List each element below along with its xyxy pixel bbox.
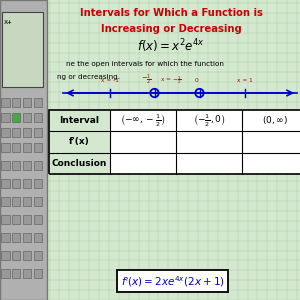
- Bar: [34, 251, 42, 260]
- Bar: [22, 128, 31, 136]
- Text: x = -1: x = -1: [100, 78, 118, 82]
- Bar: [242, 153, 300, 174]
- Bar: [22, 269, 31, 278]
- Text: ng or decreasing.: ng or decreasing.: [57, 74, 120, 80]
- Bar: [12, 143, 20, 152]
- Bar: [22, 215, 31, 223]
- Bar: [2, 215, 10, 223]
- Text: $\left(-\frac{1}{2}, 0\right)$: $\left(-\frac{1}{2}, 0\right)$: [193, 112, 225, 129]
- Text: f'(x): f'(x): [69, 137, 90, 146]
- Bar: [2, 143, 10, 152]
- Bar: [12, 251, 20, 260]
- Bar: [12, 215, 20, 223]
- Bar: [12, 197, 20, 206]
- Bar: [12, 98, 20, 106]
- Bar: [2, 251, 10, 260]
- Bar: [49, 131, 110, 153]
- Bar: [110, 110, 176, 131]
- Bar: [2, 128, 10, 136]
- Bar: [2, 179, 10, 188]
- Bar: [2, 12, 43, 87]
- Bar: [34, 161, 42, 169]
- Bar: [34, 233, 42, 242]
- Text: $-\frac{1}{2}$: $-\frac{1}{2}$: [141, 73, 152, 87]
- Text: Increasing or Decreasing: Increasing or Decreasing: [100, 23, 242, 34]
- Bar: [2, 113, 10, 122]
- Bar: [34, 179, 42, 188]
- Bar: [34, 113, 42, 122]
- Bar: [12, 269, 20, 278]
- Bar: [110, 131, 176, 153]
- Bar: [176, 131, 242, 153]
- Bar: [12, 179, 20, 188]
- Bar: [2, 161, 10, 169]
- Bar: [49, 110, 110, 131]
- Bar: [34, 269, 42, 278]
- Text: Intervals for Which a Function is: Intervals for Which a Function is: [80, 8, 262, 19]
- Text: Interval: Interval: [59, 116, 99, 125]
- Bar: [12, 161, 20, 169]
- Bar: [34, 143, 42, 152]
- Bar: [22, 143, 31, 152]
- Text: $(0,\infty)$: $(0,\infty)$: [262, 114, 288, 126]
- Bar: [176, 153, 242, 174]
- Text: x = 1: x = 1: [237, 78, 252, 82]
- Bar: [22, 179, 31, 188]
- Bar: [34, 98, 42, 106]
- Text: $f'(x) = 2xe^{4x}(2x+1)$: $f'(x) = 2xe^{4x}(2x+1)$: [121, 274, 224, 289]
- Text: $f(x) = x^2e^{4x}$: $f(x) = x^2e^{4x}$: [137, 38, 205, 55]
- Bar: [34, 197, 42, 206]
- Text: 0: 0: [195, 78, 198, 82]
- Bar: [2, 269, 10, 278]
- Bar: [0, 0, 46, 300]
- Bar: [176, 110, 242, 131]
- Bar: [12, 233, 20, 242]
- Bar: [2, 98, 10, 106]
- Bar: [22, 98, 31, 106]
- Bar: [2, 197, 10, 206]
- Bar: [22, 197, 31, 206]
- Bar: [22, 233, 31, 242]
- Bar: [12, 113, 20, 122]
- Text: Conclusion: Conclusion: [52, 159, 107, 168]
- Bar: [2, 233, 10, 242]
- Text: $\left(-\infty,-\frac{1}{2}\right)$: $\left(-\infty,-\frac{1}{2}\right)$: [120, 112, 166, 129]
- Text: x = $-\frac{1}{2}$: x = $-\frac{1}{2}$: [160, 74, 182, 86]
- Bar: [242, 110, 300, 131]
- Bar: [34, 215, 42, 223]
- Bar: [12, 128, 20, 136]
- Text: ne the open intervals for which the function: ne the open intervals for which the func…: [66, 61, 224, 67]
- Text: x+: x+: [4, 19, 12, 25]
- Bar: [22, 251, 31, 260]
- Bar: [49, 153, 110, 174]
- Bar: [34, 128, 42, 136]
- Bar: [22, 113, 31, 122]
- Bar: [22, 161, 31, 169]
- Bar: [49, 110, 300, 174]
- Bar: [242, 131, 300, 153]
- Bar: [110, 153, 176, 174]
